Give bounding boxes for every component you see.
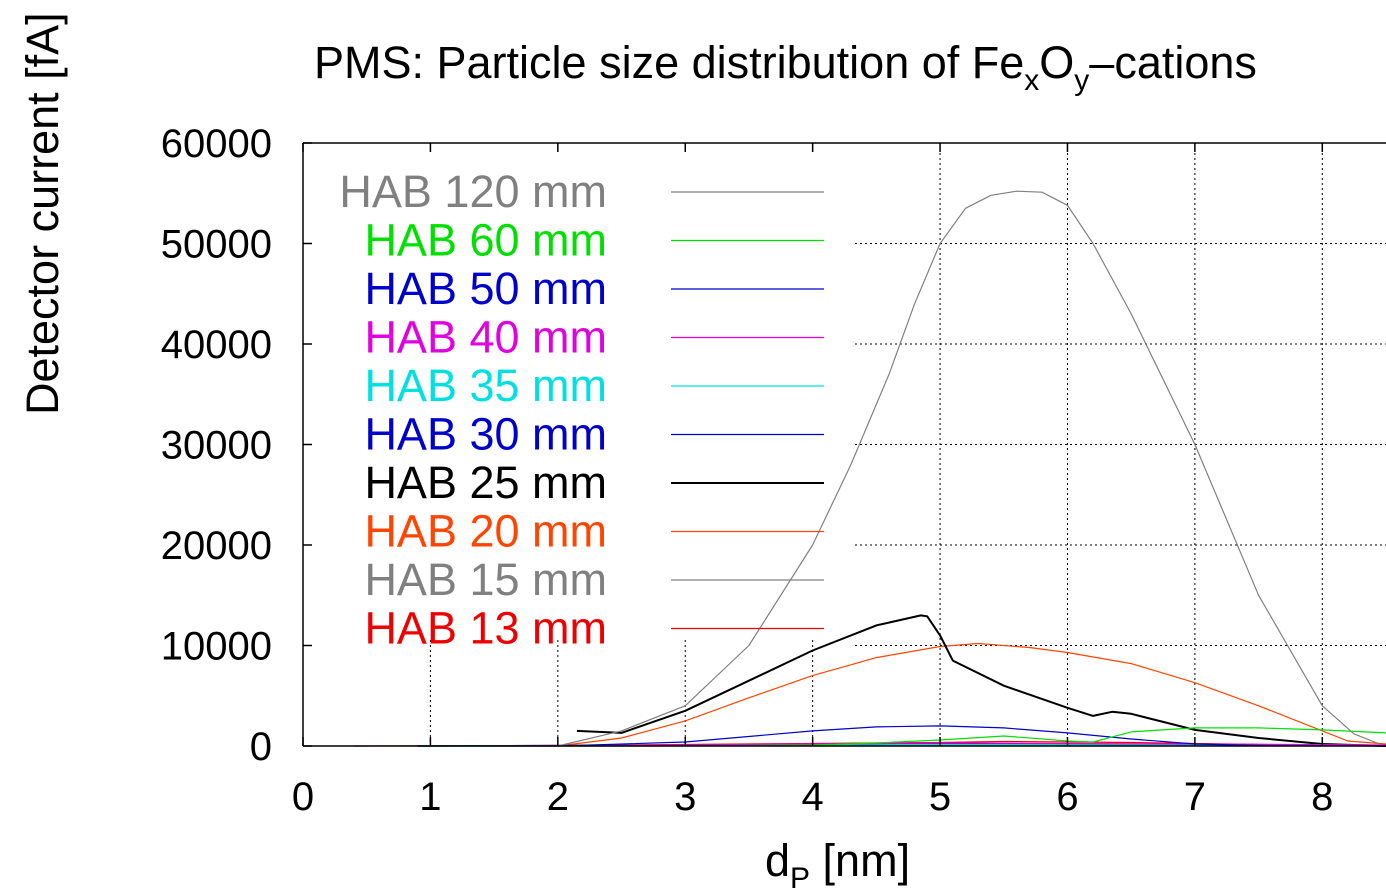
x-tick-label: 7 xyxy=(1184,775,1206,819)
y-tick-label: 10000 xyxy=(161,625,272,669)
chart-title-sub-x: x xyxy=(1024,64,1040,97)
legend-label: HAB 15 mm xyxy=(364,554,607,605)
x-axis-label-sub: P xyxy=(790,862,811,895)
x-tick-label: 0 xyxy=(292,775,314,819)
x-axis-label-tail: [nm] xyxy=(810,835,911,886)
chart-title: PMS: Particle size distribution of FexOy… xyxy=(314,40,1257,96)
legend-label: HAB 120 mm xyxy=(339,166,607,217)
x-tick-label: 2 xyxy=(547,775,569,819)
y-tick-label: 40000 xyxy=(161,323,272,367)
legend-label: HAB 20 mm xyxy=(364,506,607,557)
chart-title-sub-y: y xyxy=(1074,64,1090,97)
x-tick-label: 6 xyxy=(1056,775,1078,819)
series-line-hab-25-mm xyxy=(576,614,1386,747)
legend-label: HAB 13 mm xyxy=(364,603,607,654)
y-tick-label: 60000 xyxy=(161,122,272,166)
plot-frame xyxy=(302,142,1386,747)
chart-title-main: PMS: Particle size distribution of Fe xyxy=(314,37,1025,88)
y-tick-label: 30000 xyxy=(161,424,272,468)
x-tick-label: 3 xyxy=(674,775,696,819)
x-tick-label: 5 xyxy=(929,775,951,819)
x-tick-label: 1 xyxy=(419,775,441,819)
y-tick-label: 0 xyxy=(250,725,272,769)
y-tick-label: 20000 xyxy=(161,524,272,568)
legend-label: HAB 60 mm xyxy=(364,215,607,266)
series-line-hab-120-mm xyxy=(557,190,1380,747)
chart-title-mid: O xyxy=(1039,37,1075,88)
legend-label: HAB 35 mm xyxy=(364,360,607,411)
axis-ticks: 0 1 2 3 4 5 6 7 8 0 10000 20000 30000 40000 50000 60000 xyxy=(161,122,1334,819)
legend-label: HAB 25 mm xyxy=(364,457,607,508)
series-line-hab-50-mm xyxy=(417,725,1323,747)
legend-label: HAB 50 mm xyxy=(364,263,607,314)
x-tick-label: 4 xyxy=(802,775,824,819)
chart-title-tail: –cations xyxy=(1089,37,1257,88)
legend-label: HAB 30 mm xyxy=(364,409,607,460)
series-line-hab-20-mm xyxy=(557,642,1386,747)
y-tick-label: 50000 xyxy=(161,223,272,267)
x-tick-label: 8 xyxy=(1311,775,1333,819)
x-axis-label: dP [nm] xyxy=(765,838,910,894)
legend-label: HAB 40 mm xyxy=(364,312,607,363)
x-axis-label-main: d xyxy=(765,835,791,886)
